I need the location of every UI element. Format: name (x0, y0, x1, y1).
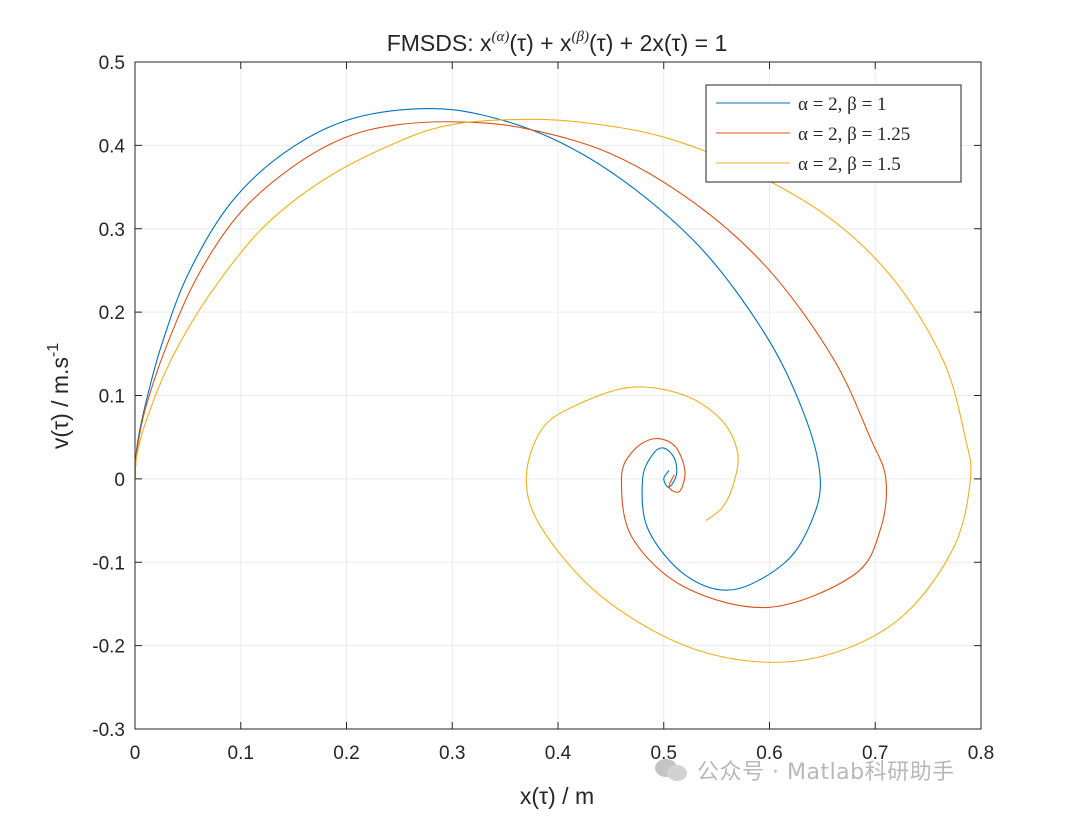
watermark: 公众号 · Matlab科研助手 (655, 754, 955, 786)
x-tick-label: 0.7 (862, 743, 888, 764)
legend: α = 2, β = 1 α = 2, β = 1.25 α = 2, β = 1.… (705, 84, 962, 183)
y-tick-label: -0.3 (92, 720, 125, 741)
series-layer (134, 107, 972, 663)
x-tick-label: 0 (130, 743, 141, 764)
x-tick-label: 0.1 (228, 743, 254, 764)
y-tick-label: 0 (114, 470, 125, 491)
x-tick-label: 0.5 (651, 743, 677, 764)
y-tick-label: 0.1 (99, 387, 125, 408)
x-axis-label: x(τ) / m (520, 783, 594, 809)
y-axis-label-main: v(τ) / m.s (47, 357, 73, 449)
y-tick-label: 0.3 (99, 220, 125, 241)
x-tick-label: 0.4 (545, 743, 572, 764)
chart-title: FMSDS: x(α)(τ) + x(β)(τ) + 2x(τ) = 1 (387, 29, 728, 56)
title-pre: FMSDS: x (387, 30, 492, 56)
y-axis-label: v(τ) / m.s-1 (45, 343, 73, 449)
y-tick-label: 0.2 (99, 303, 125, 324)
y-tick-label: 0.4 (99, 136, 126, 157)
x-tick-label: 0.6 (756, 743, 782, 764)
x-tick-label: 0.8 (968, 743, 994, 764)
title-mid1: (τ) + x (509, 30, 572, 56)
title-sup2: (β) (571, 29, 588, 45)
title-sup1: (α) (491, 29, 509, 45)
wechat-icon (655, 757, 689, 783)
series-line-3 (134, 118, 972, 663)
legend-label: α = 2, β = 1.5 (798, 154, 901, 175)
legend-label: α = 2, β = 1.25 (798, 124, 910, 145)
x-tick-label: 0.2 (333, 743, 359, 764)
series-line-2 (134, 121, 888, 609)
y-tick-label: -0.1 (92, 553, 125, 574)
ticks: 0 0.1 0.2 0.3 0.4 0.5 0.6 0.7 0.8 -0.3 -0.2 -0.1 0 0.… (92, 53, 994, 764)
x-tick-label: 0.3 (439, 743, 465, 764)
y-tick-label: -0.2 (92, 637, 125, 658)
title-post: (τ) + 2x(τ) = 1 (589, 30, 727, 56)
y-axis-label-sup: -1 (45, 343, 62, 357)
legend-label: α = 2, β = 1 (798, 94, 887, 115)
y-tick-label: 0.5 (99, 53, 125, 74)
series-line-1 (134, 107, 821, 591)
watermark-text: 公众号 · Matlab科研助手 (697, 760, 955, 785)
